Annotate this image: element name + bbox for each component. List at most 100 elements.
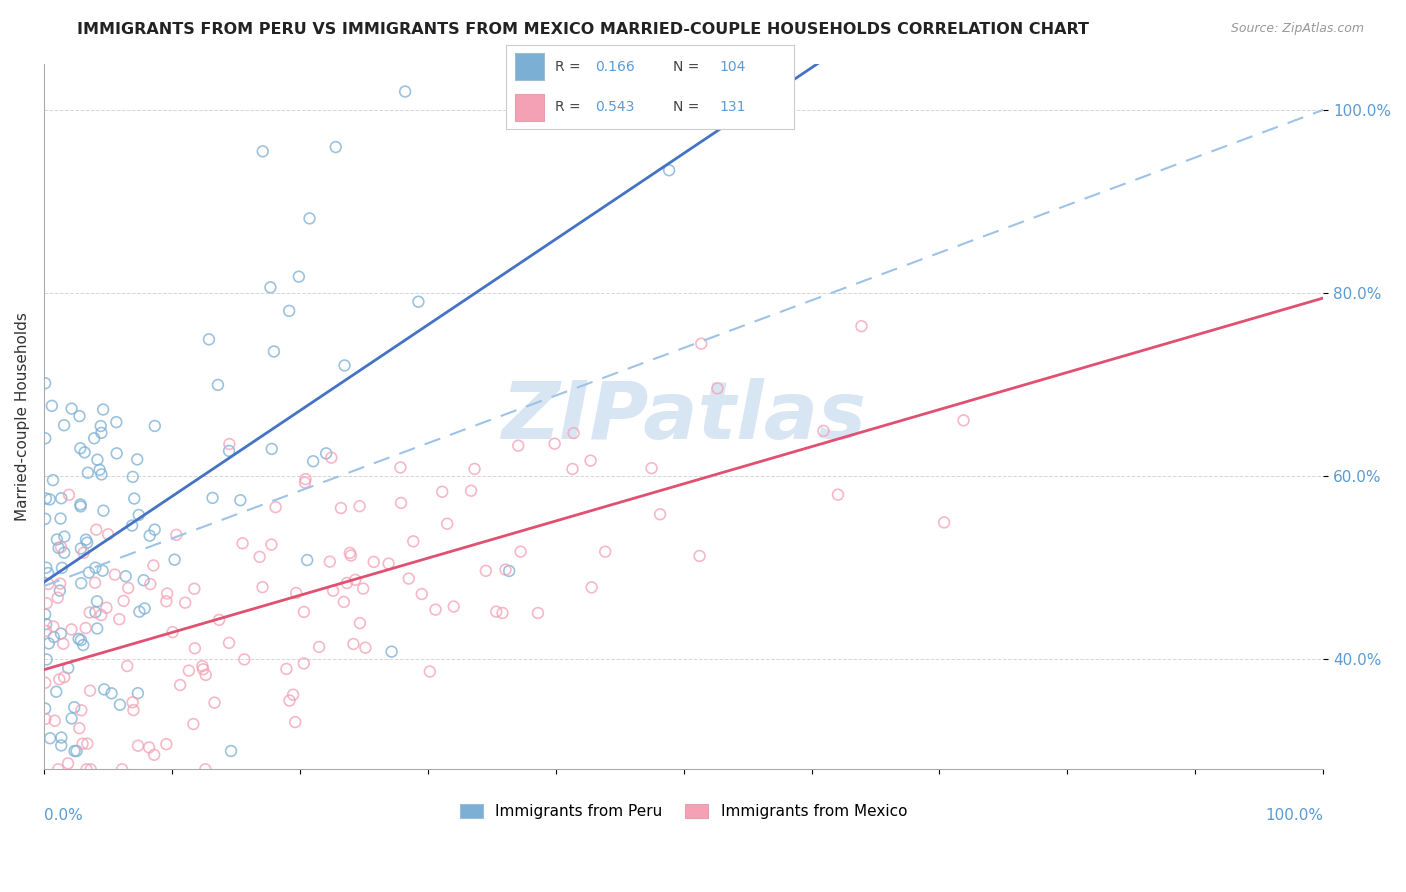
Point bbox=[363, 555, 385, 569]
Point bbox=[408, 294, 430, 309]
Point bbox=[278, 304, 301, 318]
Point bbox=[281, 688, 304, 702]
Point bbox=[143, 747, 166, 762]
Point bbox=[49, 511, 72, 525]
Point bbox=[79, 762, 101, 776]
Point bbox=[35, 617, 58, 632]
Point bbox=[308, 640, 330, 654]
Point bbox=[321, 450, 343, 465]
Point bbox=[706, 381, 728, 395]
Point bbox=[51, 731, 73, 745]
Point bbox=[278, 693, 301, 707]
Point bbox=[233, 652, 256, 666]
Point bbox=[46, 533, 69, 547]
Point bbox=[63, 700, 86, 714]
Point bbox=[340, 549, 363, 563]
Point bbox=[294, 472, 316, 486]
Point bbox=[46, 762, 69, 776]
Point bbox=[34, 712, 56, 726]
Point bbox=[34, 431, 56, 445]
Point bbox=[72, 737, 94, 751]
Point bbox=[325, 140, 347, 154]
Point bbox=[53, 530, 76, 544]
Point bbox=[67, 632, 90, 646]
Point bbox=[143, 419, 166, 434]
Point bbox=[527, 606, 550, 620]
Point bbox=[73, 445, 96, 459]
Point bbox=[69, 500, 91, 514]
Point bbox=[827, 488, 849, 502]
Point bbox=[509, 544, 531, 558]
Point bbox=[156, 586, 179, 600]
Point bbox=[60, 711, 83, 725]
Point bbox=[319, 555, 342, 569]
Point bbox=[65, 744, 87, 758]
Point bbox=[108, 698, 131, 712]
Point bbox=[111, 762, 134, 776]
Point bbox=[35, 624, 58, 638]
Point bbox=[389, 460, 412, 475]
Text: 0.543: 0.543 bbox=[596, 100, 636, 114]
Point bbox=[218, 437, 240, 451]
Point bbox=[108, 612, 131, 626]
Point bbox=[204, 696, 226, 710]
Point bbox=[285, 586, 308, 600]
Text: R =: R = bbox=[555, 100, 585, 114]
Point bbox=[425, 602, 447, 616]
Point bbox=[96, 600, 118, 615]
Point bbox=[134, 601, 156, 615]
Point bbox=[349, 499, 371, 513]
Point bbox=[436, 516, 458, 531]
Point bbox=[91, 564, 114, 578]
Point bbox=[155, 737, 177, 751]
Point bbox=[127, 452, 149, 467]
Point bbox=[90, 419, 112, 434]
Point bbox=[48, 673, 70, 687]
Text: 100.0%: 100.0% bbox=[1265, 808, 1323, 823]
Point bbox=[35, 491, 58, 506]
Point bbox=[162, 625, 184, 640]
Point bbox=[91, 402, 114, 417]
Text: 131: 131 bbox=[720, 100, 747, 114]
Point bbox=[292, 657, 315, 671]
Point bbox=[51, 491, 73, 506]
Point bbox=[322, 583, 344, 598]
Point bbox=[329, 501, 352, 516]
Point bbox=[208, 613, 231, 627]
Point bbox=[42, 619, 65, 633]
Point bbox=[67, 721, 90, 735]
Point bbox=[84, 523, 107, 537]
Point bbox=[252, 580, 274, 594]
Point bbox=[581, 580, 603, 594]
Point bbox=[52, 637, 75, 651]
Point bbox=[84, 605, 107, 619]
Point bbox=[53, 546, 76, 560]
Point bbox=[79, 606, 101, 620]
Point bbox=[219, 744, 242, 758]
FancyBboxPatch shape bbox=[515, 94, 544, 120]
Point bbox=[302, 454, 325, 468]
Point bbox=[402, 534, 425, 549]
Point bbox=[932, 516, 955, 530]
Point bbox=[183, 717, 205, 731]
Point bbox=[39, 731, 62, 746]
Point bbox=[37, 566, 59, 580]
Point bbox=[90, 608, 112, 623]
Point bbox=[63, 744, 86, 758]
Point bbox=[460, 483, 482, 498]
Point bbox=[263, 344, 285, 359]
Point bbox=[60, 623, 83, 637]
Point bbox=[177, 664, 200, 678]
Point bbox=[155, 594, 177, 608]
Point bbox=[77, 566, 100, 580]
Point bbox=[117, 581, 139, 595]
Point bbox=[495, 563, 517, 577]
Point bbox=[658, 163, 681, 178]
Point bbox=[122, 703, 145, 717]
Point bbox=[69, 498, 91, 512]
Point bbox=[252, 145, 274, 159]
Point bbox=[38, 492, 60, 507]
Point bbox=[41, 399, 63, 413]
Point bbox=[42, 473, 65, 487]
Point bbox=[381, 645, 404, 659]
